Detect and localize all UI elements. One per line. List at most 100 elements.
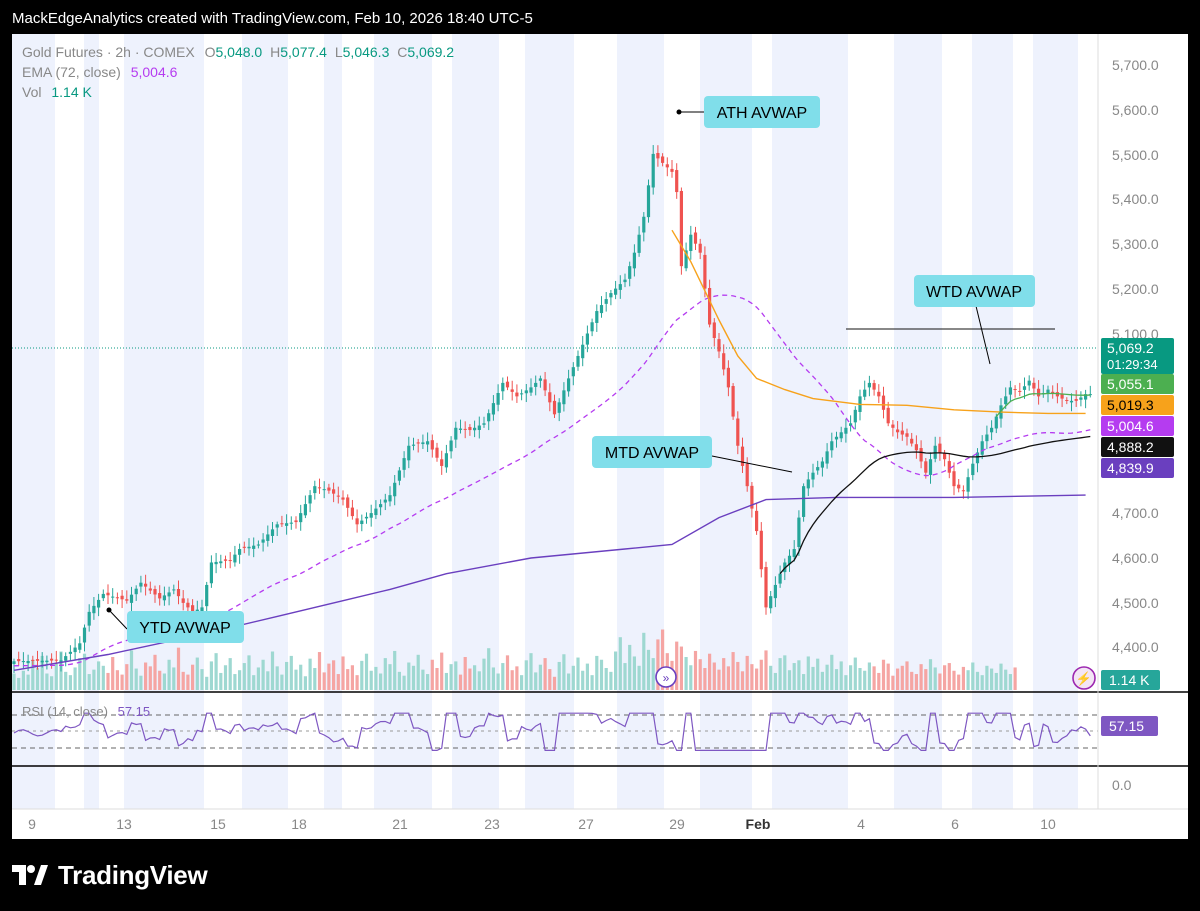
candle — [764, 561, 768, 615]
volume-bar — [797, 660, 801, 690]
time-tick: 10 — [1040, 816, 1056, 832]
legend-vol: Vol 1.14 K — [22, 84, 92, 100]
candle — [393, 474, 397, 506]
ath-annotation[interactable]: ATH AVWAP — [676, 96, 821, 128]
candle — [872, 379, 876, 396]
volume-bar — [35, 668, 40, 690]
candle — [336, 486, 340, 504]
wtd-annotation[interactable]: WTD AVWAP — [914, 275, 1035, 365]
volume-bar — [294, 669, 298, 690]
legend-l-value: 5,046.3 — [343, 44, 390, 60]
candle — [454, 421, 458, 448]
candle — [853, 406, 857, 430]
candle — [125, 590, 129, 604]
candle — [162, 586, 166, 606]
candle — [303, 495, 307, 519]
price-tick: 5,200.0 — [1112, 281, 1159, 297]
volume-bar — [195, 657, 199, 690]
candle — [491, 395, 495, 421]
price-badge-1-bg — [1101, 374, 1174, 394]
volume-bar — [571, 665, 575, 690]
rsi-legend-label: RSI (14, close) — [22, 704, 108, 719]
volume-bar — [830, 654, 834, 690]
legend-ema: EMA (72, close) 5,004.6 — [22, 64, 178, 80]
compare-button[interactable]: » — [655, 666, 677, 688]
candle — [473, 420, 477, 438]
volume-bar — [473, 665, 477, 690]
volume-bar — [289, 655, 293, 690]
volume-bar — [646, 649, 651, 690]
volume-bar — [811, 666, 815, 690]
volume-bar — [463, 657, 467, 690]
volume-bar — [12, 673, 16, 690]
price-badge-2: 5,019.3 — [1101, 395, 1174, 415]
candle — [670, 159, 674, 178]
vol-badge: 1.14 K — [1101, 670, 1160, 690]
volume-bar — [867, 662, 871, 690]
chart-svg[interactable]: 5,700.0 5,600.0 5,500.0 5,400.0 5,300.0 5,200… — [12, 34, 1188, 839]
wtd-label: WTD AVWAP — [926, 284, 1022, 301]
mtd-annotation[interactable]: MTD AVWAP — [592, 436, 793, 473]
price-badge-2-bg — [1101, 395, 1174, 415]
volume-bar — [97, 661, 101, 690]
legend-o-value: 5,048.0 — [216, 44, 263, 60]
mtd-label-box — [592, 436, 712, 468]
volume-bar — [764, 650, 768, 690]
volume-bar — [68, 675, 72, 690]
price-badge-5-bg — [1101, 458, 1174, 478]
volume-bar — [285, 661, 289, 690]
volume-bar — [64, 671, 68, 690]
candle — [562, 382, 566, 412]
replay-button[interactable]: ⚡ — [1072, 666, 1096, 690]
candle — [637, 226, 641, 257]
time-tick: Feb — [746, 816, 771, 832]
lightning-icon[interactable]: ⚡ — [1076, 671, 1092, 687]
volume-bar — [952, 670, 956, 690]
volume-bar — [740, 671, 745, 690]
compare-icon[interactable]: » — [663, 671, 670, 685]
candle — [778, 565, 782, 588]
volume-bar — [256, 667, 260, 690]
volume-bar — [806, 656, 810, 690]
volume-bar — [73, 667, 77, 690]
candle — [567, 369, 571, 397]
volume-bar — [454, 661, 458, 690]
candle — [266, 525, 270, 547]
candle — [792, 540, 796, 562]
candle — [538, 375, 542, 388]
candle — [581, 335, 585, 367]
volume-bar — [994, 672, 998, 690]
candle — [111, 588, 115, 604]
candle — [477, 416, 481, 439]
ytd-annotation[interactable]: YTD AVWAP — [106, 607, 245, 644]
candle — [595, 304, 599, 332]
candle — [1008, 380, 1012, 403]
volume-bar — [928, 659, 933, 690]
wtd-avwap-line — [995, 392, 1091, 418]
candle — [628, 261, 632, 287]
volume-bar — [675, 641, 679, 690]
rsi-badge: 57.15 — [1101, 716, 1158, 736]
candle — [397, 467, 401, 486]
volume-bar — [421, 669, 425, 690]
volume-bar — [144, 662, 148, 690]
chart-panel[interactable]: 5,700.0 5,600.0 5,500.0 5,400.0 5,300.0 5,200… — [12, 34, 1188, 839]
replay-button-bg[interactable] — [1072, 666, 1096, 690]
ema-line — [671, 229, 1086, 415]
candle — [388, 486, 392, 507]
ath-label: ATH AVWAP — [717, 105, 807, 122]
candle — [651, 145, 655, 195]
candle — [905, 428, 909, 446]
volume-bar — [397, 671, 401, 690]
candle — [167, 586, 171, 606]
volume-bar — [698, 659, 702, 690]
candle — [886, 401, 890, 427]
candle — [919, 440, 923, 469]
candle — [426, 432, 430, 452]
volume-bar — [684, 657, 688, 690]
candle — [176, 580, 181, 605]
compare-button-bg[interactable] — [655, 666, 677, 688]
ath-avwap-line — [13, 294, 1091, 667]
price-badge-0-value: 5,069.2 — [1107, 340, 1154, 356]
candle — [139, 575, 143, 593]
